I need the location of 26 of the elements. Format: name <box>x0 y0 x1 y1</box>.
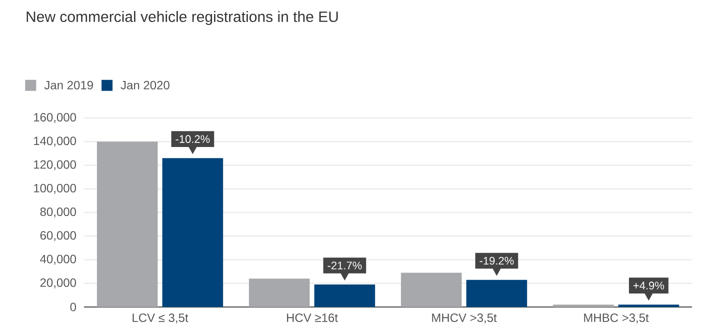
y-tick-label: 80,000 <box>40 208 76 218</box>
bar <box>162 158 224 307</box>
x-tick-label: MHBC >3,5t <box>584 314 649 324</box>
y-tick-label: 40,000 <box>40 254 76 265</box>
legend-label: Jan 2019 <box>44 80 93 90</box>
y-tick-label: 60,000 <box>40 231 76 242</box>
y-tick-label: 100,000 <box>34 184 76 194</box>
annotation: -19.2% <box>480 256 514 265</box>
bar <box>248 278 310 307</box>
x-tick-label: LCV ≤ 3,5t <box>132 314 188 324</box>
y-tick-label: 160,000 <box>34 113 76 123</box>
bar <box>314 284 376 307</box>
x-tick-label: HCV ≥16t <box>287 314 338 322</box>
y-tick-label: 140,000 <box>34 136 76 147</box>
x-tick-label: MHCV >3,5t <box>432 314 497 324</box>
bar <box>400 272 462 307</box>
bar <box>466 280 528 307</box>
y-tick-label: 120,000 <box>34 160 76 170</box>
bar <box>96 142 158 307</box>
annotation: +4.9% <box>633 282 664 290</box>
legend-label: Jan 2020 <box>120 80 170 90</box>
y-tick-label: 0 <box>70 302 76 312</box>
annotation: -21.7% <box>328 262 362 270</box>
annotation: -10.2% <box>176 135 210 143</box>
y-tick-label: 20,000 <box>40 278 76 288</box>
chart-title: New commercial vehicle registrations in the EU <box>26 11 338 25</box>
